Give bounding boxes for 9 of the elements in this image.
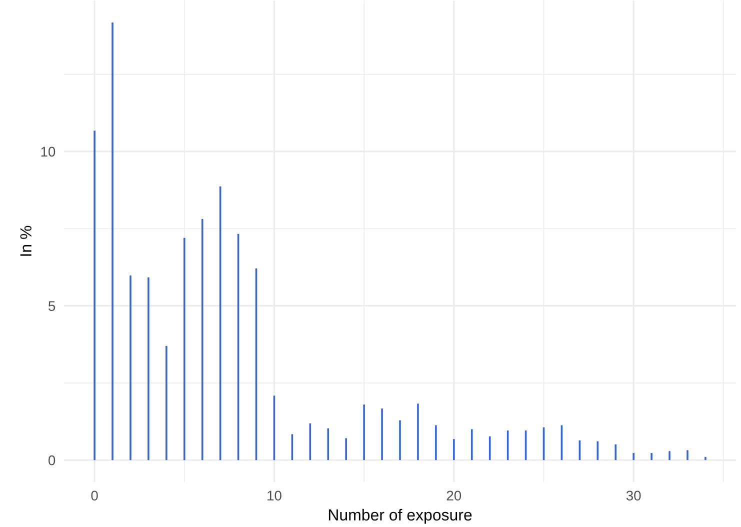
- y-axis-title: In %: [20, 226, 32, 256]
- x-axis-title: Number of exposure: [328, 508, 472, 524]
- y-tick-label: 10: [41, 146, 56, 157]
- x-tick-label: 0: [91, 490, 98, 501]
- x-tick-label: 10: [268, 490, 282, 501]
- x-tick-label: 30: [626, 490, 641, 501]
- y-tick-label: 0: [48, 455, 56, 466]
- y-tick-label: 5: [48, 301, 56, 311]
- x-tick-label: 20: [446, 490, 462, 501]
